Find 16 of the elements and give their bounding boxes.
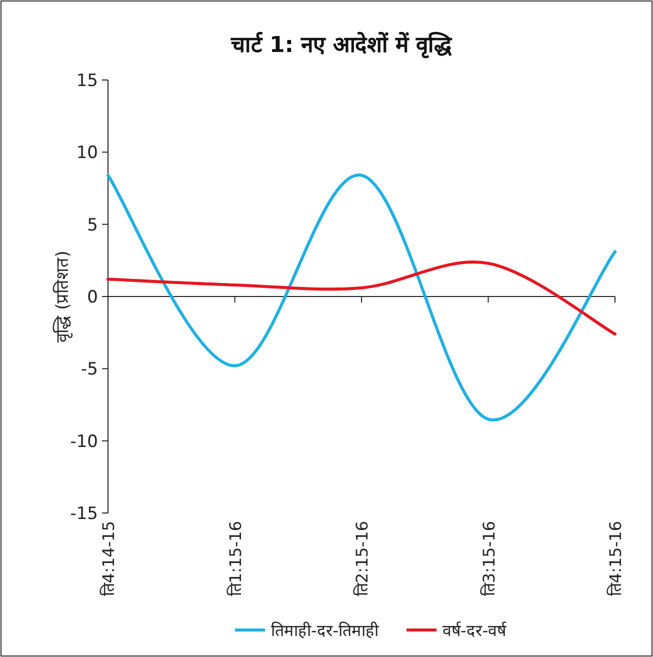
x-tick-label: ति4:14-15 xyxy=(99,521,118,596)
x-tick-label: ति3:15-16 xyxy=(479,521,498,596)
x-tick-label: ति4:15-16 xyxy=(606,521,625,596)
x-tick-label: ति2:15-16 xyxy=(352,521,372,596)
legend-label: वर्ष-दर-वर्ष xyxy=(442,621,508,640)
y-tick-label: 5 xyxy=(87,215,98,236)
y-tick-label: -10 xyxy=(70,432,98,452)
y-tick-label: 0 xyxy=(87,288,98,308)
y-tick-label: -5 xyxy=(81,360,98,380)
y-axis-title: वृद्धि (प्रतिशत) xyxy=(52,250,73,342)
y-tick-label: 15 xyxy=(76,71,98,91)
legend-label: तिमाही-दर-तिमाही xyxy=(271,621,380,640)
y-tick-label: 10 xyxy=(76,143,98,164)
y-tick-label: -15 xyxy=(70,504,98,524)
x-tick-label: ति1:15-16 xyxy=(226,521,245,596)
chart-title: चार्ट 1: नए आदेशों में वृद्धि xyxy=(230,31,454,59)
